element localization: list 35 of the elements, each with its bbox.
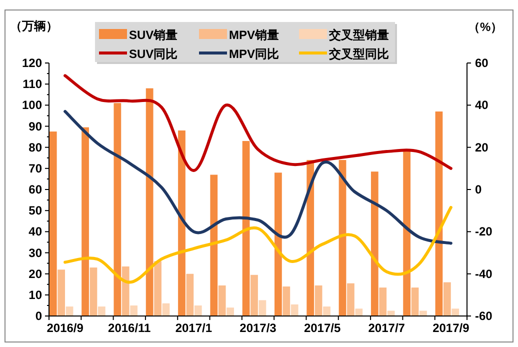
y-tick-label: 0 bbox=[35, 309, 42, 323]
y-tick-label: 80 bbox=[28, 140, 42, 154]
y-tick-label: 110 bbox=[22, 77, 42, 92]
legend-label: MPV同比 bbox=[229, 47, 280, 61]
x-tick-label: 2017/1 bbox=[175, 321, 212, 335]
legend-label: SUV销量 bbox=[129, 28, 178, 42]
x-tick-label: 2017/9 bbox=[432, 321, 470, 335]
legend-label: 交叉型同比 bbox=[328, 47, 389, 61]
x-tick-label: 2017/5 bbox=[304, 321, 341, 335]
y-axis-title: （万辆） bbox=[10, 19, 58, 33]
y2-axis-title: （%） bbox=[468, 20, 503, 34]
legend-label: MPV销量 bbox=[229, 28, 280, 42]
legend-label: SUV同比 bbox=[129, 47, 178, 61]
legend-label: 交叉型销量 bbox=[328, 28, 389, 42]
x-tick-label: 2016/11 bbox=[108, 321, 152, 335]
y2-tick-label: 60 bbox=[475, 56, 489, 70]
y2-tick-label: -20 bbox=[475, 224, 493, 239]
x-tick-label: 2017/7 bbox=[368, 321, 406, 335]
y-tick-label: 50 bbox=[28, 204, 42, 218]
y2-tick-label: 0 bbox=[475, 182, 482, 196]
y-tick-label: 10 bbox=[28, 288, 42, 302]
y-tick-label: 100 bbox=[22, 98, 42, 112]
y-tick-label: 120 bbox=[22, 56, 42, 70]
y-tick-label: 70 bbox=[28, 161, 42, 176]
x-tick-label: 2017/3 bbox=[240, 321, 277, 335]
y-tick-label: 60 bbox=[28, 182, 42, 196]
y2-tick-label: -40 bbox=[475, 266, 493, 281]
y-tick-label: 20 bbox=[28, 266, 42, 281]
y-tick-label: 30 bbox=[28, 246, 42, 260]
y2-tick-label: -60 bbox=[475, 309, 493, 323]
y2-tick-label: 40 bbox=[475, 98, 489, 112]
y-tick-label: 40 bbox=[28, 224, 42, 239]
y-tick-label: 90 bbox=[28, 119, 42, 134]
x-tick-label: 2016/9 bbox=[46, 321, 84, 335]
y2-tick-label: 20 bbox=[475, 140, 489, 154]
